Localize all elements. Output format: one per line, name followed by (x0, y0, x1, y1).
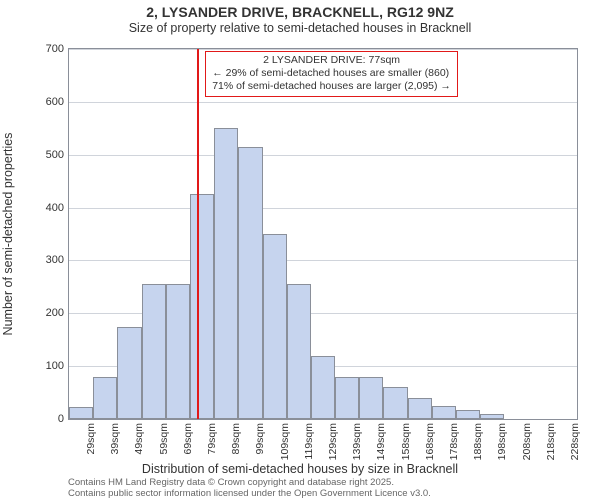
ytick: 100 (34, 360, 64, 372)
ytick: 600 (34, 96, 64, 108)
xtick: 218sqm (545, 423, 557, 460)
histogram-bar (456, 410, 480, 420)
gridline (69, 208, 577, 209)
ytick: 0 (34, 413, 64, 425)
histogram-bar (263, 234, 287, 419)
histogram-bar (142, 284, 166, 419)
histogram-bar (480, 414, 504, 419)
histogram-bar (408, 398, 432, 419)
reference-annotation: 2 LYSANDER DRIVE: 77sqm← 29% of semi-det… (205, 51, 458, 97)
xtick: 119sqm (303, 423, 315, 460)
gridline (69, 260, 577, 261)
histogram-bar (287, 284, 311, 419)
footer-line2: Contains public sector information licen… (68, 489, 431, 500)
xtick: 99sqm (254, 423, 266, 455)
histogram-bar (383, 387, 407, 419)
title-primary: 2, LYSANDER DRIVE, BRACKNELL, RG12 9NZ (0, 4, 600, 20)
xtick: 109sqm (279, 423, 291, 460)
histogram-bar (117, 327, 141, 420)
histogram-bar (359, 377, 383, 419)
xtick: 29sqm (85, 423, 97, 455)
xtick: 59sqm (158, 423, 170, 455)
xtick: 228sqm (569, 423, 581, 460)
gridline (69, 155, 577, 156)
annot-line2: ← 29% of semi-detached houses are smalle… (212, 67, 451, 80)
histogram-bar (93, 377, 117, 419)
histogram-bar (69, 407, 93, 419)
title-block: 2, LYSANDER DRIVE, BRACKNELL, RG12 9NZ S… (0, 0, 600, 35)
footer: Contains HM Land Registry data © Crown c… (68, 478, 431, 500)
reference-line (197, 49, 199, 419)
histogram-bar (238, 147, 262, 419)
y-axis-label: Number of semi-detached properties (1, 133, 15, 336)
xtick: 208sqm (521, 423, 533, 460)
xtick: 198sqm (496, 423, 508, 460)
xtick: 39sqm (109, 423, 121, 455)
xtick: 158sqm (400, 423, 412, 460)
plot-area: 2 LYSANDER DRIVE: 77sqm← 29% of semi-det… (68, 48, 578, 420)
gridline (69, 49, 577, 50)
histogram-bar (432, 406, 456, 419)
chart-container: 2, LYSANDER DRIVE, BRACKNELL, RG12 9NZ S… (0, 0, 600, 500)
histogram-bar (214, 128, 238, 419)
ytick: 300 (34, 254, 64, 266)
annot-line1: 2 LYSANDER DRIVE: 77sqm (212, 54, 451, 67)
annot-line3: 71% of semi-detached houses are larger (… (212, 80, 451, 93)
gridline (69, 102, 577, 103)
histogram-bar (166, 284, 190, 419)
histogram-bar (311, 356, 335, 419)
xtick: 188sqm (472, 423, 484, 460)
ytick: 700 (34, 43, 64, 55)
xtick: 79sqm (206, 423, 218, 455)
histogram-bar (190, 194, 214, 419)
xtick: 129sqm (327, 423, 339, 460)
xtick: 178sqm (448, 423, 460, 460)
xtick: 168sqm (424, 423, 436, 460)
xtick: 69sqm (182, 423, 194, 455)
xtick: 89sqm (230, 423, 242, 455)
xtick: 139sqm (351, 423, 363, 460)
histogram-bar (335, 377, 359, 419)
xtick: 149sqm (375, 423, 387, 460)
ytick: 500 (34, 149, 64, 161)
title-secondary: Size of property relative to semi-detach… (0, 21, 600, 35)
ytick: 200 (34, 307, 64, 319)
ytick: 400 (34, 202, 64, 214)
x-axis-label: Distribution of semi-detached houses by … (0, 462, 600, 476)
xtick: 49sqm (133, 423, 145, 455)
